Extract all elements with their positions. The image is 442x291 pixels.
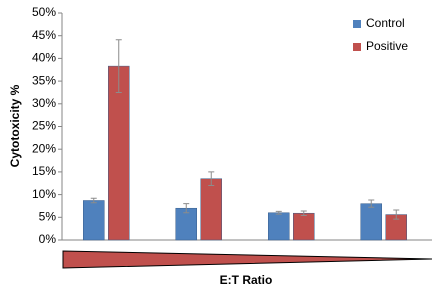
y-tick-label: 0% [39, 232, 57, 246]
bar [360, 203, 382, 241]
y-tick-label: 30% [32, 96, 56, 110]
y-tick-label: 35% [32, 73, 56, 87]
y-tick-label: 20% [32, 141, 56, 155]
error-bar [275, 210, 282, 215]
legend-label: Positive [366, 39, 408, 53]
bar [83, 200, 105, 241]
legend-swatch [353, 43, 361, 51]
x-axis-label: E:T Ratio [220, 273, 273, 287]
y-tick-label: 15% [32, 164, 56, 178]
bar [293, 212, 315, 241]
y-tick-label: 25% [32, 119, 56, 133]
y-tick-label: 45% [32, 28, 56, 42]
y-tick-label: 40% [32, 51, 56, 65]
error-bar [115, 39, 122, 93]
bar [268, 212, 290, 241]
error-bar [300, 210, 307, 216]
error-bar [208, 171, 215, 187]
y-axis-label: Cytotoxicity % [8, 84, 22, 167]
legend-swatch [353, 20, 361, 28]
bar [200, 178, 222, 241]
error-bar [393, 209, 400, 220]
y-tick-label: 50% [32, 5, 56, 19]
ratio-wedge [62, 250, 433, 269]
error-bar [183, 203, 190, 214]
error-bar [90, 197, 97, 204]
error-bar [368, 199, 375, 208]
legend-label: Control [366, 16, 405, 30]
y-tick-label: 10% [32, 187, 56, 201]
y-tick-label: 5% [39, 209, 57, 223]
